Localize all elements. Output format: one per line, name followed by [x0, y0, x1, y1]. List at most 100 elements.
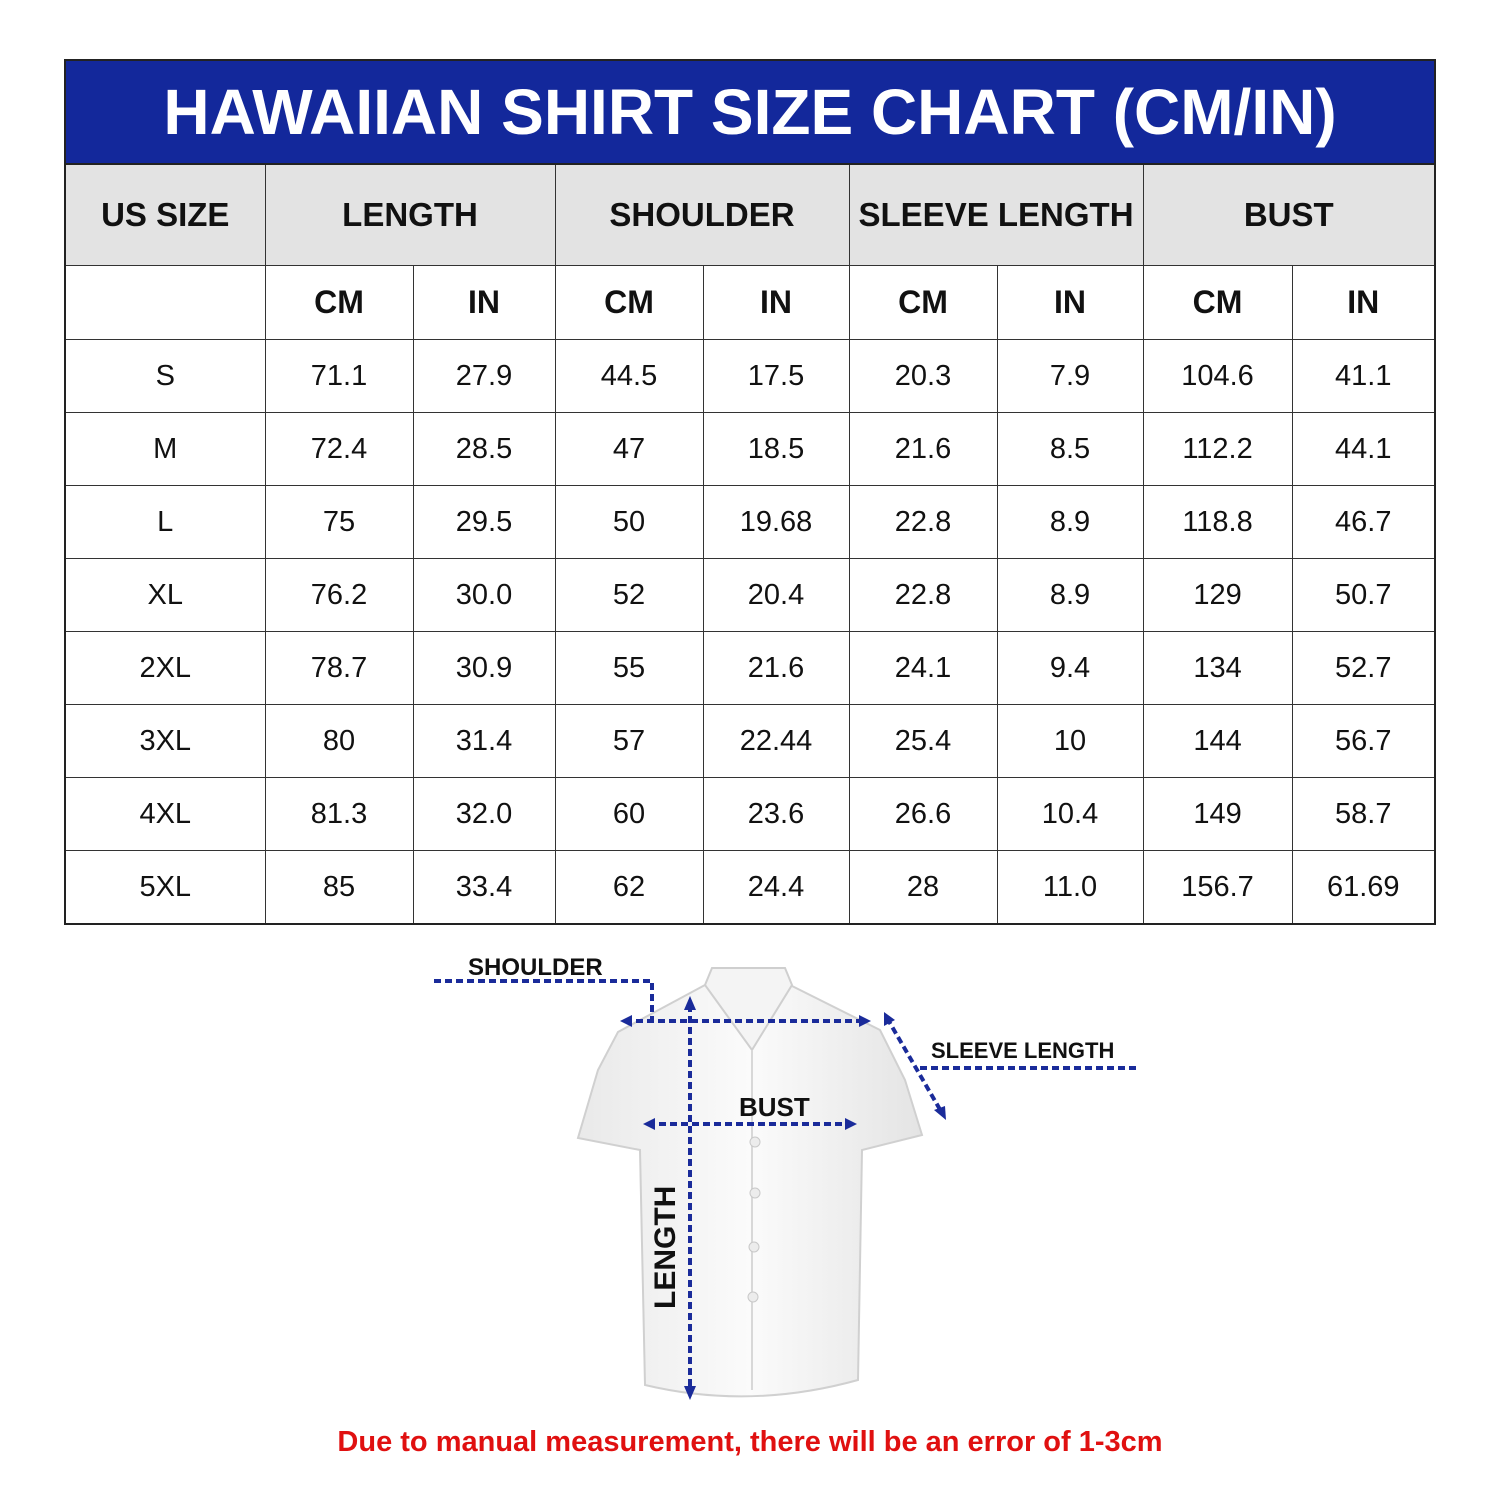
value-cell: 25.4	[848, 704, 998, 778]
value-cell: 56.7	[1291, 704, 1434, 778]
bust-label: BUST	[739, 1092, 810, 1122]
value-cell: 61.69	[1291, 850, 1434, 923]
value-cell: 80	[264, 704, 414, 778]
shirt-illustration	[434, 967, 1140, 1400]
table-row: L 75 29.5 50 19.68 22.8 8.9 118.8 46.7	[66, 485, 1434, 559]
unit-header-cm: CM	[1142, 265, 1293, 340]
value-cell: 52	[554, 558, 704, 632]
value-cell: 41.1	[1291, 339, 1434, 413]
value-cell: 10	[996, 704, 1144, 778]
sleeve-length-header: SLEEVE LENGTH	[848, 165, 1144, 266]
unit-header-in: IN	[412, 265, 556, 340]
value-cell: 71.1	[264, 339, 414, 413]
value-cell: 31.4	[412, 704, 556, 778]
value-cell: 32.0	[412, 777, 556, 851]
table-row: M 72.4 28.5 47 18.5 21.6 8.5 112.2 44.1	[66, 412, 1434, 486]
value-cell: 10.4	[996, 777, 1144, 851]
value-cell: 22.8	[848, 558, 998, 632]
unit-header-cm: CM	[848, 265, 998, 340]
value-cell: 7.9	[996, 339, 1144, 413]
size-cell: M	[66, 412, 266, 486]
value-cell: 20.3	[848, 339, 998, 413]
value-cell: 76.2	[264, 558, 414, 632]
us-size-header: US SIZE	[66, 165, 266, 266]
table-row: 5XL 85 33.4 62 24.4 28 11.0 156.7 61.69	[66, 850, 1434, 923]
value-cell: 21.6	[848, 412, 998, 486]
unit-header-in: IN	[702, 265, 850, 340]
shirt-collar	[703, 967, 794, 1052]
value-cell: 44.1	[1291, 412, 1434, 486]
value-cell: 21.6	[702, 631, 850, 705]
value-cell: 24.1	[848, 631, 998, 705]
shoulder-guide-line	[434, 979, 654, 1020]
size-cell: 3XL	[66, 704, 266, 778]
size-cell: 5XL	[66, 850, 266, 923]
value-cell: 60	[554, 777, 704, 851]
value-cell: 58.7	[1291, 777, 1434, 851]
value-cell: 81.3	[264, 777, 414, 851]
value-cell: 112.2	[1142, 412, 1293, 486]
value-cell: 8.9	[996, 558, 1144, 632]
value-cell: 33.4	[412, 850, 556, 923]
value-cell: 19.68	[702, 485, 850, 559]
measurement-note: Due to manual measurement, there will be…	[337, 1426, 1163, 1458]
unit-header-blank	[66, 265, 266, 340]
chart-title: HAWAIIAN SHIRT SIZE CHART (CM/IN)	[66, 61, 1434, 165]
table-row: 3XL 80 31.4 57 22.44 25.4 10 144 56.7	[66, 704, 1434, 778]
table-row: 2XL 78.7 30.9 55 21.6 24.1 9.4 134 52.7	[66, 631, 1434, 705]
value-cell: 156.7	[1142, 850, 1293, 923]
value-cell: 30.9	[412, 631, 556, 705]
value-cell: 20.4	[702, 558, 850, 632]
length-header: LENGTH	[264, 165, 556, 266]
length-label: LENGTH	[649, 1185, 682, 1309]
value-cell: 28	[848, 850, 998, 923]
value-cell: 8.5	[996, 412, 1144, 486]
value-cell: 72.4	[264, 412, 414, 486]
value-cell: 85	[264, 850, 414, 923]
value-cell: 11.0	[996, 850, 1144, 923]
bust-header: BUST	[1142, 165, 1434, 266]
value-cell: 22.8	[848, 485, 998, 559]
value-cell: 52.7	[1291, 631, 1434, 705]
value-cell: 30.0	[412, 558, 556, 632]
value-cell: 57	[554, 704, 704, 778]
group-header-row: US SIZE LENGTH SHOULDER SLEEVE LENGTH BU…	[66, 165, 1434, 266]
value-cell: 75	[264, 485, 414, 559]
value-cell: 46.7	[1291, 485, 1434, 559]
value-cell: 104.6	[1142, 339, 1293, 413]
value-cell: 149	[1142, 777, 1293, 851]
value-cell: 62	[554, 850, 704, 923]
unit-header-in: IN	[1291, 265, 1434, 340]
value-cell: 28.5	[412, 412, 556, 486]
unit-header-row: CM IN CM IN CM IN CM IN	[66, 265, 1434, 340]
size-cell: L	[66, 485, 266, 559]
value-cell: 23.6	[702, 777, 850, 851]
shirt-body	[576, 984, 924, 1398]
value-cell: 118.8	[1142, 485, 1293, 559]
unit-header-in: IN	[996, 265, 1144, 340]
value-cell: 78.7	[264, 631, 414, 705]
shoulder-label: SHOULDER	[468, 954, 603, 981]
value-cell: 44.5	[554, 339, 704, 413]
size-cell: 4XL	[66, 777, 266, 851]
sleeve-length-line	[885, 1016, 944, 1115]
value-cell: 144	[1142, 704, 1293, 778]
value-cell: 50.7	[1291, 558, 1434, 632]
value-cell: 18.5	[702, 412, 850, 486]
size-table: US SIZE LENGTH SHOULDER SLEEVE LENGTH BU…	[66, 165, 1434, 923]
size-cell: XL	[66, 558, 266, 632]
value-cell: 29.5	[412, 485, 556, 559]
size-cell: 2XL	[66, 631, 266, 705]
value-cell: 17.5	[702, 339, 850, 413]
size-chart: HAWAIIAN SHIRT SIZE CHART (CM/IN) US SIZ…	[64, 59, 1436, 925]
unit-header-cm: CM	[554, 265, 704, 340]
sleeve-length-label: SLEEVE LENGTH	[931, 1038, 1115, 1063]
size-cell: S	[66, 339, 266, 413]
table-row: XL 76.2 30.0 52 20.4 22.8 8.9 129 50.7	[66, 558, 1434, 632]
value-cell: 47	[554, 412, 704, 486]
value-cell: 22.44	[702, 704, 850, 778]
shoulder-header: SHOULDER	[554, 165, 850, 266]
unit-header-cm: CM	[264, 265, 414, 340]
table-row: 4XL 81.3 32.0 60 23.6 26.6 10.4 149 58.7	[66, 777, 1434, 851]
value-cell: 26.6	[848, 777, 998, 851]
